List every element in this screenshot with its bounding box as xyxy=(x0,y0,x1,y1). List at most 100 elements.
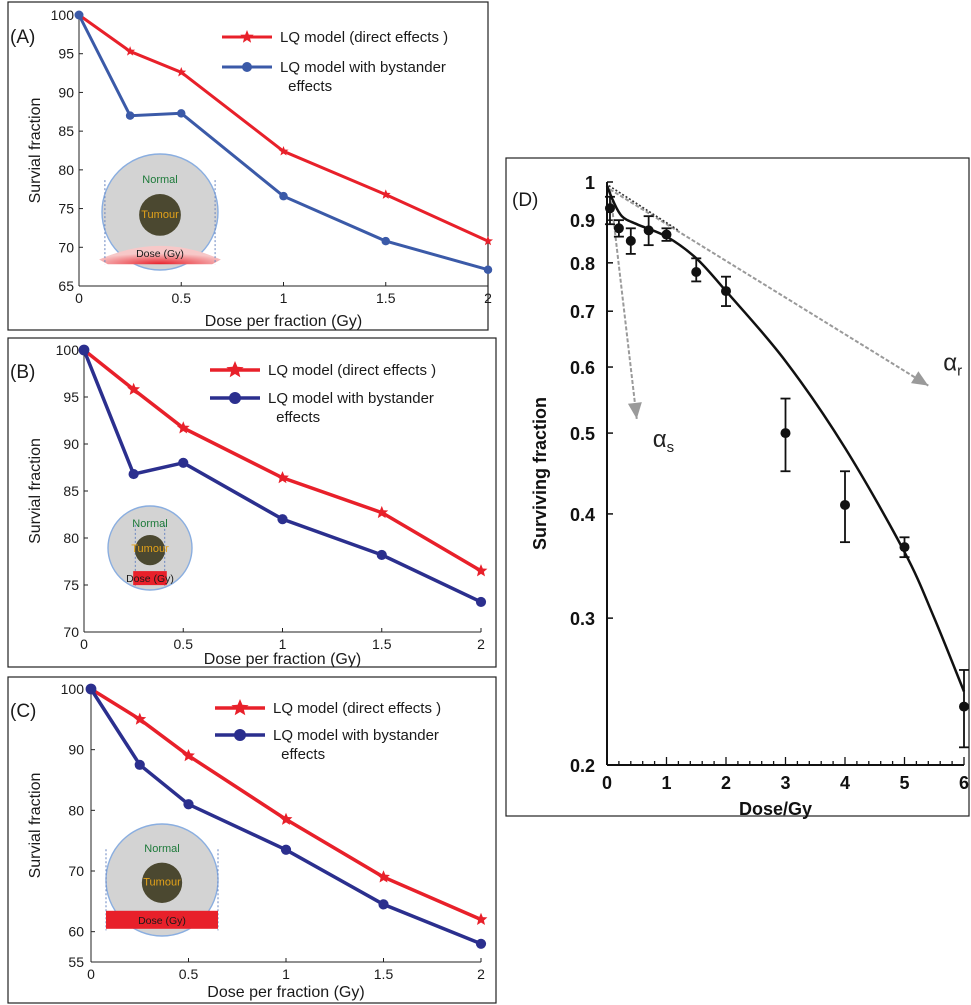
legend-label: LQ model with bystander effects xyxy=(280,59,446,95)
data-point-direct xyxy=(133,712,147,725)
series-line-direct xyxy=(78,13,489,243)
y-tick-label: 55 xyxy=(68,954,84,970)
data-point-bystander xyxy=(280,844,292,855)
initial-slope-line xyxy=(608,184,679,232)
data-point-direct xyxy=(474,564,488,577)
x-tick-label: 6 xyxy=(959,773,969,793)
y-tick-label: 0.7 xyxy=(570,302,595,322)
y-axis-title: Survial fraction xyxy=(27,773,44,879)
legend-circle-marker xyxy=(234,729,246,741)
tumour-label: Tumour xyxy=(143,877,181,889)
x-tick-label: 3 xyxy=(780,773,790,793)
x-axis-title: Dose per fraction (Gy) xyxy=(205,313,362,330)
x-tick-label: 0 xyxy=(75,290,83,306)
x-tick-label: 0.5 xyxy=(172,290,192,306)
x-tick-label: 1.5 xyxy=(372,636,392,652)
dose-region xyxy=(99,245,221,265)
x-tick-label: 1.5 xyxy=(376,290,396,306)
panel-frame xyxy=(7,337,497,668)
y-tick-label: 80 xyxy=(58,162,74,178)
data-point-direct xyxy=(176,67,187,77)
y-tick-label: 0.6 xyxy=(570,358,595,378)
normal-label: Normal xyxy=(142,174,177,186)
y-tick-label: 80 xyxy=(68,802,84,818)
data-point-direct xyxy=(276,471,289,484)
series-line-direct xyxy=(82,348,482,573)
panel-label: (D) xyxy=(512,190,538,211)
data-point-direct xyxy=(474,912,488,925)
data-point xyxy=(643,225,654,236)
data-point-bystander xyxy=(177,109,186,118)
data-point xyxy=(899,542,910,553)
data-point-direct xyxy=(279,812,293,825)
data-point-bystander xyxy=(483,265,493,274)
data-point-bystander xyxy=(78,344,90,356)
y-tick-label: 90 xyxy=(58,84,74,100)
data-point-direct xyxy=(176,421,190,434)
data-point-bystander xyxy=(183,799,194,810)
tumour-label: Tumour xyxy=(131,543,169,555)
data-point-bystander xyxy=(277,514,288,525)
legend-label: LQ model (direct effects ) xyxy=(273,700,441,717)
x-tick-label: 1 xyxy=(282,966,290,982)
data-point-direct xyxy=(278,146,289,156)
y-tick-label: 0.9 xyxy=(570,211,595,231)
y-tick-label: 75 xyxy=(58,201,74,217)
panel-frame xyxy=(7,1,489,331)
data-point-direct xyxy=(380,189,391,199)
y-tick-label: 0.2 xyxy=(570,756,595,776)
legend-circle-marker xyxy=(242,62,252,72)
alpha-r-arrow-head xyxy=(911,371,929,386)
x-tick-label: 0 xyxy=(602,773,612,793)
y-tick-label: 0.3 xyxy=(570,609,595,629)
y-tick-label: 100 xyxy=(51,7,75,23)
y-tick-label: 100 xyxy=(56,342,80,358)
y-tick-label: 65 xyxy=(58,278,74,294)
panel-d: (D) 0.2 0.3 0.4 0.5 0.6 0.7 0.8 0.9 1 0 1 2 3 4 5 6 Dose/… xyxy=(505,157,970,819)
panel-label: (A) xyxy=(10,27,35,48)
x-tick-label: 5 xyxy=(899,773,909,793)
y-axis-title: Survial fraction xyxy=(27,98,44,204)
data-point-direct xyxy=(377,870,390,883)
tumour-label: Tumour xyxy=(141,209,179,221)
data-point-bystander xyxy=(85,683,97,695)
x-tick-label: 0 xyxy=(80,636,88,652)
y-tick-label: 1 xyxy=(585,173,595,193)
y-tick-label: 90 xyxy=(63,436,79,452)
legend-star-marker xyxy=(240,30,254,43)
alpha-s-label: αs xyxy=(653,426,674,456)
legend-label: LQ model with bystander effects xyxy=(273,727,439,763)
data-point-bystander xyxy=(378,899,389,910)
panel-label: (C) xyxy=(10,701,36,722)
alpha-r-arrow-line xyxy=(609,188,929,387)
data-point xyxy=(691,267,702,278)
tumour-circle xyxy=(139,194,181,236)
x-tick-label: 2 xyxy=(484,290,492,306)
y-tick-label: 95 xyxy=(63,389,79,405)
data-point xyxy=(780,428,791,439)
tumour-circle xyxy=(141,862,183,903)
y-tick-label: 0.4 xyxy=(570,505,595,525)
data-point-bystander xyxy=(178,457,189,468)
x-tick-label: 2 xyxy=(721,773,731,793)
x-axis-title: Dose per fraction (Gy) xyxy=(207,984,364,1001)
data-point-direct xyxy=(182,749,195,762)
x-tick-label: 2 xyxy=(477,966,485,982)
legend-label: LQ model (direct effects ) xyxy=(268,362,436,379)
dose-label: Dose (Gy) xyxy=(126,573,174,585)
panel-frame xyxy=(505,157,970,817)
tumour-circle xyxy=(134,534,166,566)
y-tick-label: 0.8 xyxy=(570,254,595,274)
data-point xyxy=(840,499,850,510)
data-point-direct xyxy=(483,235,493,246)
x-tick-label: 1 xyxy=(279,636,287,652)
y-tick-label: 95 xyxy=(58,46,74,62)
x-tick-label: 1 xyxy=(661,773,671,793)
x-tick-label: 0.5 xyxy=(174,636,194,652)
data-point-bystander xyxy=(128,468,139,480)
series-line-bystander xyxy=(77,14,489,272)
normal-label: Normal xyxy=(144,843,179,855)
y-tick-label: 85 xyxy=(63,483,79,499)
x-axis-title: Dose per fraction (Gy) xyxy=(204,651,361,668)
